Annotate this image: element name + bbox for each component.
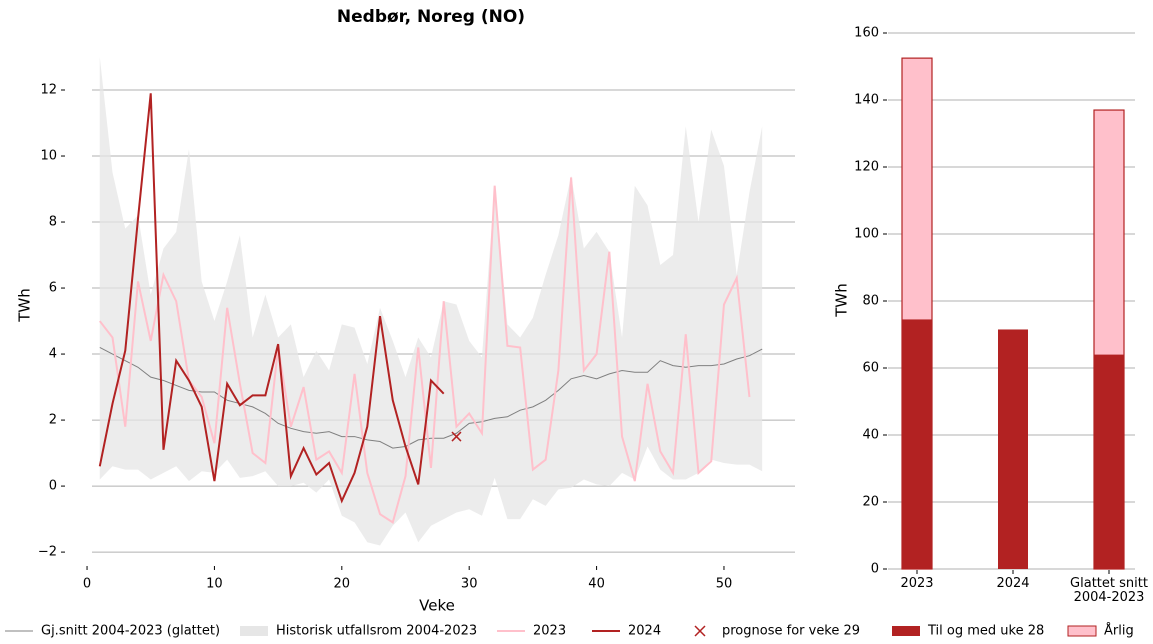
y-tick-label: 4 — [49, 347, 57, 362]
legend-label: Årlig — [1104, 623, 1134, 639]
x-tick-label: 20 — [334, 577, 351, 592]
y-tick-label: 60 — [862, 361, 879, 376]
x-axis-label: Veke — [419, 597, 455, 615]
y-axis-label: TWh — [833, 283, 851, 318]
range-band — [99, 57, 763, 546]
y-tick-label: 0 — [49, 479, 57, 494]
bar — [998, 329, 1028, 569]
legend-label: 2024 — [628, 624, 661, 639]
y-tick-label: 100 — [854, 227, 879, 242]
y-tick-label: 2 — [49, 413, 57, 428]
x-tick-label: 30 — [461, 577, 478, 592]
y-tick-label: 12 — [40, 83, 57, 98]
x-tick-label: 2024 — [996, 576, 1030, 591]
y-tick-label: 140 — [854, 93, 879, 108]
y-tick-label: 120 — [854, 160, 879, 175]
legend-swatch — [1067, 625, 1097, 637]
x-tick-label: 10 — [206, 577, 223, 592]
legend-label: Historisk utfallsrom 2004-2023 — [276, 624, 477, 639]
x-tick-label: 50 — [716, 577, 733, 592]
y-tick-label: 0 — [871, 562, 879, 577]
bar — [1094, 354, 1124, 569]
legend-label: prognose for veke 29 — [722, 624, 860, 639]
y-tick-label: 160 — [854, 26, 879, 41]
chart-title: Nedbør, Noreg (NO) — [337, 7, 525, 27]
x-tick-label: 0 — [83, 577, 91, 592]
y-tick-label: 8 — [49, 215, 57, 230]
y-tick-label: 10 — [40, 149, 57, 164]
bar — [902, 319, 932, 569]
legend-swatch — [240, 626, 268, 636]
forecast-marker — [451, 431, 462, 442]
y-tick-label: 40 — [862, 428, 879, 443]
y-tick-label: 20 — [862, 495, 879, 510]
y-tick-label: 80 — [862, 294, 879, 309]
y-tick-label: 6 — [49, 281, 57, 296]
legend-label: Til og med uke 28 — [927, 624, 1044, 639]
x-tick-label: 2023 — [900, 576, 934, 591]
y-tick-label: −2 — [38, 545, 57, 560]
legend-label: 2023 — [533, 624, 566, 639]
line — [98, 93, 445, 504]
y-axis-label: TWh — [16, 288, 34, 323]
line — [98, 177, 751, 524]
line — [99, 347, 763, 449]
legend-swatch — [892, 626, 920, 636]
legend-swatch — [694, 625, 706, 637]
legend-label: Gj.snitt 2004-2023 (glattet) — [41, 624, 220, 639]
x-tick-label: 40 — [588, 577, 605, 592]
x-tick-label: Glattet snitt 2004-2023 — [1070, 576, 1148, 605]
